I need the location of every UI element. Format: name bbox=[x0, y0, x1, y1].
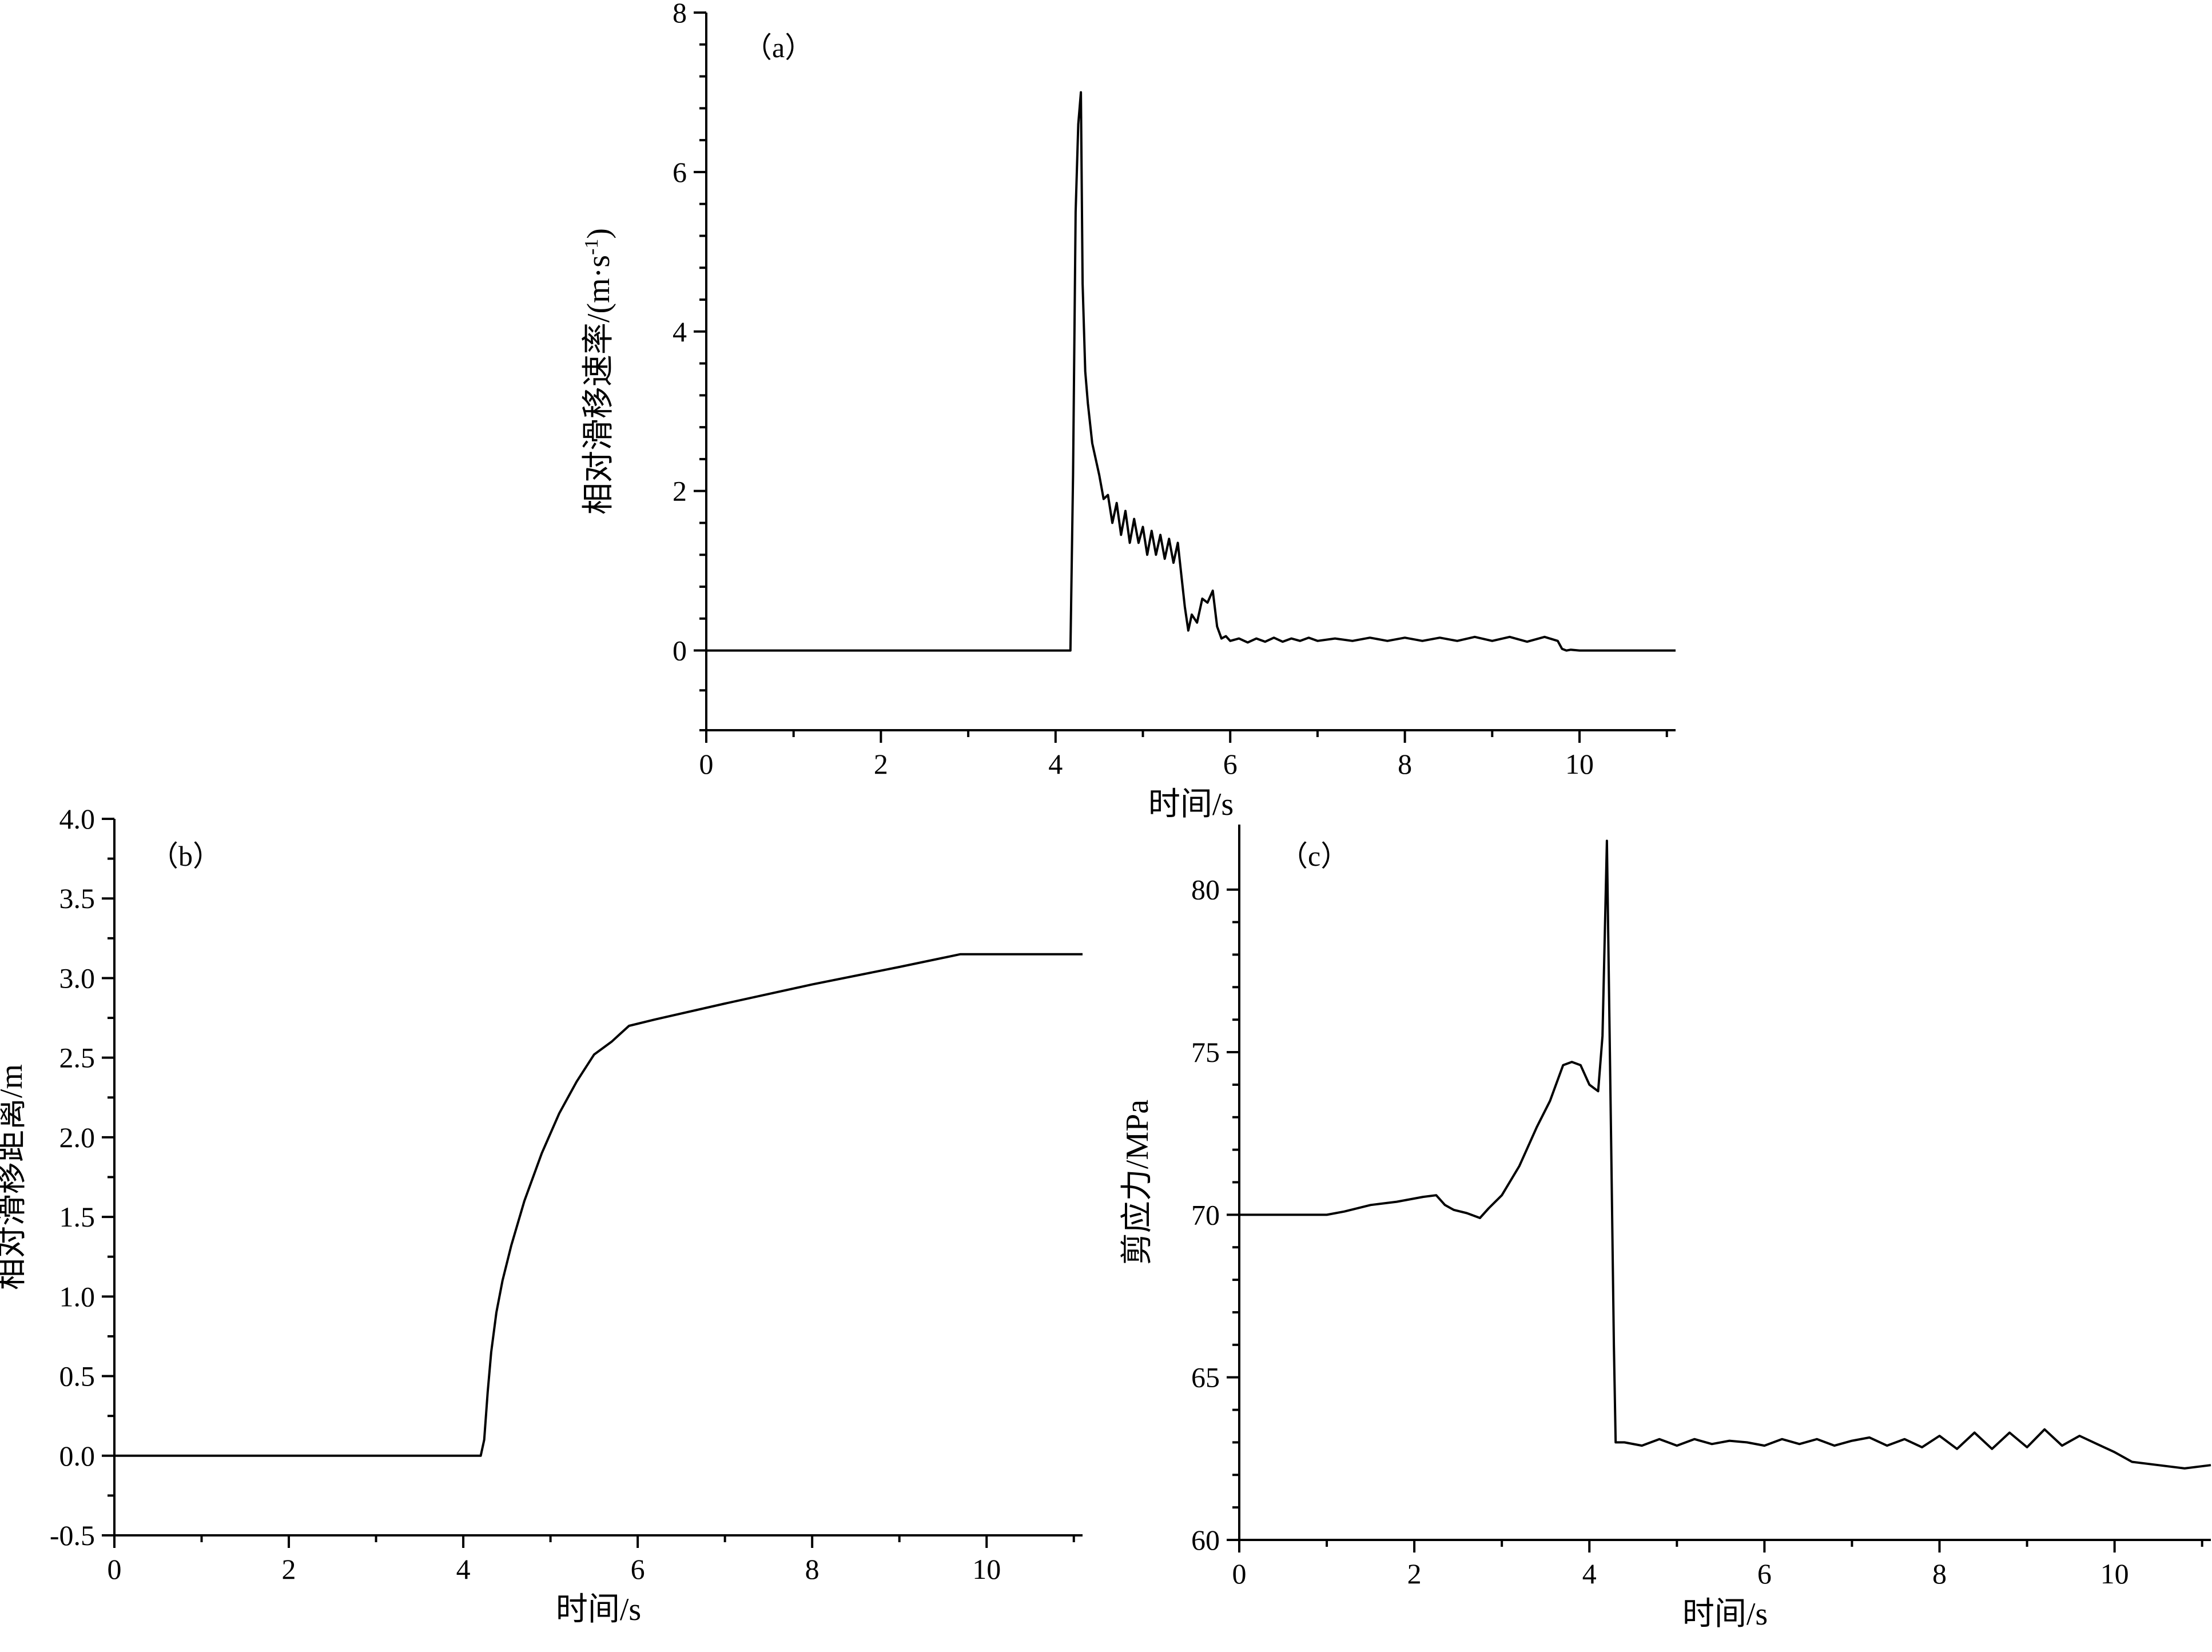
y-axis-title: 剪应力/MPa bbox=[1120, 1100, 1155, 1265]
x-tick-label: 2 bbox=[282, 1553, 296, 1585]
y-axis-title-main: 相对滑移速率/(m·s bbox=[581, 255, 616, 515]
x-tick-label: 8 bbox=[1932, 1558, 1947, 1590]
y-tick-label: 75 bbox=[1191, 1036, 1220, 1068]
panel-label: （b） bbox=[150, 840, 221, 872]
y-tick-label: 0 bbox=[673, 635, 687, 667]
x-tick-label: 4 bbox=[456, 1553, 471, 1585]
y-axis-title-superscript: -1 bbox=[581, 239, 602, 255]
x-tick-label: 2 bbox=[874, 748, 888, 780]
x-tick-label: 10 bbox=[972, 1553, 1001, 1585]
y-tick-label: 1.5 bbox=[59, 1201, 96, 1233]
x-tick-label: 10 bbox=[2100, 1558, 2129, 1590]
x-tick-label: 2 bbox=[1407, 1558, 1422, 1590]
panel-label: （a） bbox=[743, 31, 813, 63]
x-tick-label: 0 bbox=[699, 748, 714, 780]
y-axis-title-end: ) bbox=[581, 228, 616, 239]
x-tick-label: 6 bbox=[1757, 1558, 1772, 1590]
y-tick-label: 0.0 bbox=[59, 1440, 96, 1472]
x-tick-label: 4 bbox=[1048, 748, 1063, 780]
y-tick-label: 60 bbox=[1191, 1524, 1220, 1556]
y-tick-label: 65 bbox=[1191, 1362, 1220, 1394]
x-axis-title: 时间/s bbox=[556, 1592, 641, 1627]
series-line bbox=[114, 953, 1083, 1457]
x-axis-title: 时间/s bbox=[1682, 1597, 1768, 1632]
y-tick-label: 3.0 bbox=[59, 962, 96, 994]
x-tick-label: 6 bbox=[631, 1553, 645, 1585]
y-tick-label: 70 bbox=[1191, 1199, 1220, 1231]
x-tick-label: 0 bbox=[1232, 1558, 1247, 1590]
y-tick-label: 1.0 bbox=[59, 1280, 96, 1312]
y-axis-title: 相对滑移速率/(m·s-1) bbox=[581, 228, 616, 515]
x-tick-label: 6 bbox=[1223, 748, 1238, 780]
y-tick-label: 4 bbox=[673, 316, 687, 348]
y-tick-label: -0.5 bbox=[50, 1519, 95, 1551]
x-tick-label: 0 bbox=[108, 1553, 122, 1585]
x-tick-label: 8 bbox=[805, 1553, 819, 1585]
chart-panel-c: 60 65 70 75 80 0 2 4 6 8 10 时间/s 剪应力/MPa （c） bbox=[1120, 825, 2211, 1632]
y-tick-label: 3.5 bbox=[59, 882, 96, 914]
y-tick-label: 2.0 bbox=[59, 1121, 96, 1153]
y-tick-label: 2 bbox=[673, 475, 687, 507]
x-axis-title: 时间/s bbox=[1148, 787, 1234, 822]
y-tick-label: 6 bbox=[673, 156, 687, 188]
y-tick-label: 80 bbox=[1191, 874, 1220, 906]
x-tick-label: 8 bbox=[1398, 748, 1412, 780]
y-axis-title: 相对滑移距离/m bbox=[0, 1064, 29, 1290]
chart-panel-b: -0.5 0.0 0.5 1.0 1.5 2.0 2.5 3.0 3.5 4.0 0 2 4 6 8 10 时间… bbox=[0, 803, 1083, 1627]
x-tick-label: 4 bbox=[1582, 1558, 1597, 1590]
y-tick-label: 2.5 bbox=[59, 1042, 96, 1074]
panel-label: （c） bbox=[1279, 840, 1349, 872]
y-tick-label: 8 bbox=[673, 0, 687, 29]
x-tick-label: 10 bbox=[1565, 748, 1594, 780]
y-tick-label: 4.0 bbox=[59, 803, 96, 835]
series-line bbox=[1239, 839, 2211, 1470]
chart-panel-a: 0 2 4 6 8 0 2 4 6 8 10 时间/s 相对滑移速率/(m·s-1) （a） bbox=[581, 0, 1676, 822]
y-tick-label: 0.5 bbox=[59, 1360, 96, 1392]
series-line bbox=[706, 91, 1676, 652]
